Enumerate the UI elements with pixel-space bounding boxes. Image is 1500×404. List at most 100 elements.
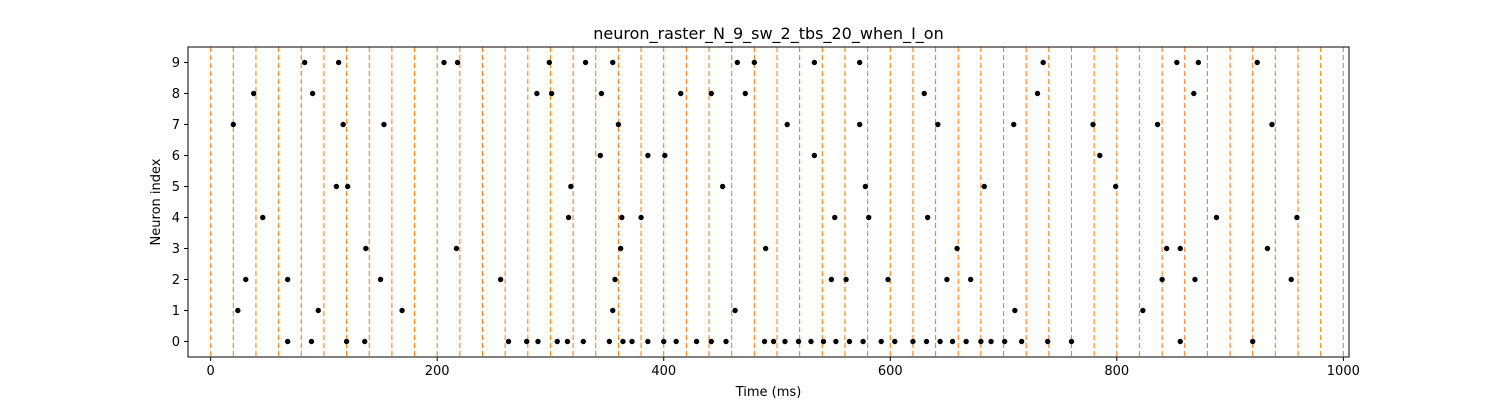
spike-dot bbox=[978, 338, 984, 345]
spike-dot bbox=[782, 338, 788, 345]
x-tick-label: 400 bbox=[651, 364, 676, 379]
spike-dot bbox=[1264, 245, 1271, 252]
spike-dot bbox=[949, 338, 956, 345]
spike-dot bbox=[811, 59, 818, 66]
spike-dot bbox=[723, 338, 729, 345]
spike-dot bbox=[885, 276, 891, 283]
spike-dot bbox=[606, 338, 613, 345]
spike-dot bbox=[612, 276, 618, 283]
spike-dot bbox=[981, 183, 987, 190]
spike-dot bbox=[1177, 338, 1183, 345]
spike-dot bbox=[1213, 214, 1220, 221]
spike-dot bbox=[250, 90, 257, 97]
spike-dot bbox=[565, 214, 572, 221]
spike-dot bbox=[708, 338, 714, 345]
spike-dot bbox=[230, 121, 237, 128]
spike-dot bbox=[361, 338, 368, 345]
spike-dot bbox=[619, 214, 625, 221]
spike-dot bbox=[1192, 276, 1198, 283]
y-tick-label: 8 bbox=[172, 87, 180, 102]
y-tick-label: 6 bbox=[172, 149, 180, 164]
spike-dot bbox=[762, 245, 769, 252]
spike-dot bbox=[944, 276, 950, 283]
spike-dot bbox=[1090, 121, 1096, 128]
y-tick-label: 5 bbox=[172, 180, 180, 195]
spike-dot bbox=[335, 59, 342, 66]
spike-dot bbox=[260, 214, 266, 221]
spike-dot bbox=[597, 152, 603, 159]
spike-markers bbox=[230, 59, 1300, 345]
spike-dot bbox=[988, 338, 994, 345]
spike-dot bbox=[645, 338, 651, 345]
spike-dot bbox=[924, 214, 931, 221]
spike-dot bbox=[523, 338, 530, 345]
spike-dot bbox=[1034, 90, 1041, 97]
spike-dot bbox=[921, 90, 927, 97]
spike-dot bbox=[345, 183, 351, 190]
y-tick-label: 4 bbox=[172, 211, 180, 226]
spike-dot bbox=[615, 121, 622, 128]
x-tick-label: 0 bbox=[207, 364, 215, 379]
spike-dot bbox=[856, 59, 863, 66]
spike-dot bbox=[1269, 121, 1275, 128]
spike-dot bbox=[678, 90, 684, 97]
spike-dot bbox=[862, 183, 869, 190]
spike-dot bbox=[967, 276, 974, 283]
spike-dot bbox=[935, 121, 941, 128]
x-tick-label: 600 bbox=[878, 364, 903, 379]
spike-dot bbox=[441, 59, 447, 66]
spike-dot bbox=[580, 338, 587, 345]
spike-dot bbox=[662, 152, 668, 159]
x-tick-label: 1000 bbox=[1327, 364, 1360, 379]
spike-dot bbox=[629, 338, 635, 345]
spike-dot bbox=[732, 307, 738, 314]
spike-dot bbox=[340, 121, 346, 128]
spike-dot bbox=[1011, 121, 1017, 128]
spike-dot bbox=[308, 338, 315, 345]
spike-dot bbox=[661, 338, 667, 345]
spike-dot bbox=[1112, 183, 1119, 190]
spike-dot bbox=[568, 183, 574, 190]
spike-dot bbox=[453, 245, 460, 252]
spike-dot bbox=[734, 59, 741, 66]
y-tick-label: 3 bbox=[172, 242, 180, 257]
spike-dot bbox=[554, 338, 560, 345]
spike-dot bbox=[582, 59, 589, 66]
spike-dot bbox=[454, 59, 461, 66]
spike-dot bbox=[1040, 59, 1046, 66]
spike-dot bbox=[284, 338, 291, 345]
spike-dot bbox=[923, 338, 930, 345]
spike-dot bbox=[598, 90, 605, 97]
spike-dot bbox=[833, 338, 839, 345]
x-axis: 0 200 400 600 800 1000 bbox=[207, 357, 1360, 379]
spike-dot bbox=[301, 59, 308, 66]
spike-dot bbox=[892, 338, 898, 345]
spike-dot bbox=[742, 90, 748, 97]
spike-dot bbox=[795, 338, 802, 345]
spike-dot bbox=[1254, 59, 1260, 66]
spike-dot bbox=[963, 338, 969, 345]
spike-dot bbox=[363, 245, 369, 252]
spike-dot bbox=[937, 338, 943, 345]
spike-dot bbox=[828, 276, 835, 283]
spike-dot bbox=[1159, 276, 1165, 283]
spike-dot bbox=[1097, 152, 1103, 159]
spike-dot bbox=[1195, 59, 1202, 66]
spike-dot bbox=[399, 307, 405, 314]
spike-dot bbox=[315, 307, 321, 314]
spike-dot bbox=[910, 338, 916, 345]
spike-dot bbox=[808, 338, 814, 345]
spike-dot bbox=[1174, 59, 1180, 66]
spike-dot bbox=[638, 214, 644, 221]
spike-dot bbox=[1140, 307, 1146, 314]
spike-dot bbox=[535, 338, 541, 345]
y-axis: 0 1 2 3 4 5 6 7 8 9 bbox=[172, 56, 188, 350]
spike-dot bbox=[1288, 276, 1294, 283]
spike-dot bbox=[860, 338, 866, 345]
spike-dot bbox=[761, 338, 768, 345]
y-axis-label: Neuron index bbox=[149, 158, 164, 245]
spike-dot bbox=[546, 59, 553, 66]
spike-dot bbox=[693, 338, 700, 345]
